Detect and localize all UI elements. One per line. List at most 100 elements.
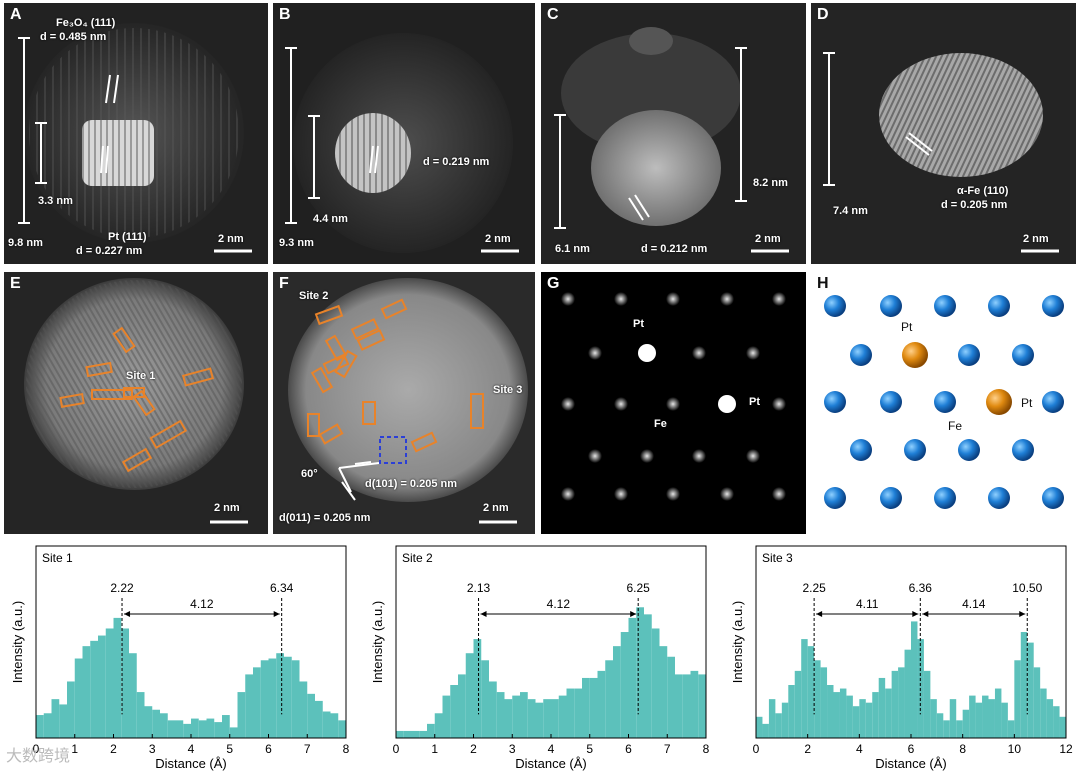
profile-bar [768,699,776,738]
profile-bar [520,692,528,738]
fft-spot [588,449,602,463]
profile-bar [268,658,277,738]
panel-f-site3-label: Site 3 [493,384,523,396]
peak-label: 6.36 [909,581,933,595]
x-tick-label: 8 [343,742,350,756]
profile-bar [994,688,1002,738]
x-tick-label: 7 [664,742,671,756]
fe-atom [880,487,902,509]
profile-bar [962,709,970,738]
profile-bar [481,660,489,738]
panel-c-size-large: 8.2 nm [753,177,788,189]
profile-bar [113,617,122,738]
panel-a-phase-label: Fe₃O₄ (111) [56,17,116,29]
profile-bar [442,695,451,738]
profile-bar [504,699,513,738]
profile-bar [167,720,176,738]
peak-label: 6.25 [627,581,651,595]
x-axis-label: Distance (Å) [515,756,587,771]
profile-bar [59,704,67,738]
panel-h-pt-label-2: Pt [1021,396,1033,410]
profile-bar [512,695,520,738]
fe-atom [988,487,1010,509]
panel-d-image [823,52,1059,253]
panel-e-image [24,278,248,524]
profile-bar [43,713,52,738]
profile-bar [628,617,637,738]
panel-b-image [285,33,519,253]
spacing-label: 4.12 [547,597,571,611]
fe-atom [850,344,872,366]
spacing-label: 4.12 [190,597,214,611]
peak-label: 2.25 [802,581,826,595]
profile-chart-svg: Site 2 0 1 2 3 4 5 6 7 8 Distance (Å) Intensity (a.… [370,545,710,771]
panel-c-scale-bar: 2 nm [755,233,781,245]
chart-site2: Site 2 0 1 2 3 4 5 6 7 8 Distance (Å) Intensity (a.… [360,540,720,774]
profile-bar [330,713,339,738]
profile-bar [827,685,834,738]
panel-a-scale-bar: 2 nm [218,233,244,245]
panel-a: A Fe₃O₄ (111) d = 0.485 nm 3.3 nm 9.8 nm… [4,3,268,264]
profile-bar [659,646,668,738]
panel-b: B d = 0.219 nm 4.4 nm 9.3 nm 2 nm [273,3,535,264]
fft-spot [614,292,628,306]
profile-bar [1027,642,1034,738]
arrow-head [816,611,823,617]
y-axis-label: Intensity (a.u.) [370,601,385,683]
arrow-head [1019,611,1026,617]
x-tick-label: 7 [304,742,311,756]
pt-atom [986,389,1012,415]
fe-atom [824,391,846,413]
fe-atom [934,391,956,413]
spacing-label: 4.14 [962,597,986,611]
profile-bar [284,656,292,738]
profile-bar [403,730,412,738]
x-axis-label: Distance (Å) [155,756,227,771]
profile-bar [74,658,83,738]
panel-d-phase-label: α-Fe (110) [957,185,1009,197]
fft-spot [692,346,706,360]
fe-atom [904,439,926,461]
panel-e-label: E [10,275,21,292]
panel-e: E Site 1 2 nm [4,272,268,534]
panel-c-size-small: 6.1 nm [555,243,590,255]
profile-bar [67,681,75,738]
profile-bar [144,706,153,738]
fft-spot [666,397,680,411]
x-tick-label: 4 [856,742,863,756]
panel-a-size-large: 9.8 nm [8,237,43,249]
x-tick-label: 5 [586,742,593,756]
profile-bar [198,720,207,738]
arrow-head [480,611,487,617]
fft-spot [640,449,654,463]
profile-bar [574,688,582,738]
chart-title: Site 1 [42,551,73,565]
x-tick-label: 8 [959,742,966,756]
fe-atom [934,295,956,317]
profile-bar [644,614,652,738]
fft-spot [666,487,680,501]
profile-bar [36,715,44,738]
panel-f-site2-label: Site 2 [299,290,329,302]
panel-b-size-large: 9.3 nm [279,237,314,249]
profile-chart-svg: Site 3 0 2 4 6 8 10 12 Distance (Å) Intensity (a.… [730,545,1073,771]
profile-bar [891,670,899,738]
profile-bar [129,653,137,738]
profile-bar [833,692,840,738]
peak-label: 2.22 [110,581,134,595]
panel-d-label: D [817,6,829,23]
profile-bar [582,677,590,738]
x-tick-label: 2 [804,742,811,756]
profile-bar [253,667,261,738]
profile-bar [121,628,129,738]
profile-bar [878,677,886,738]
profile-bar [839,688,847,738]
chart-title: Site 3 [762,551,793,565]
profile-bar [930,699,937,738]
profile-bar [396,730,404,738]
profile-bar [222,715,230,738]
fft-spot [561,397,575,411]
profile-bar [794,670,802,738]
panel-a-image [18,23,252,253]
profile-bar [597,670,606,738]
